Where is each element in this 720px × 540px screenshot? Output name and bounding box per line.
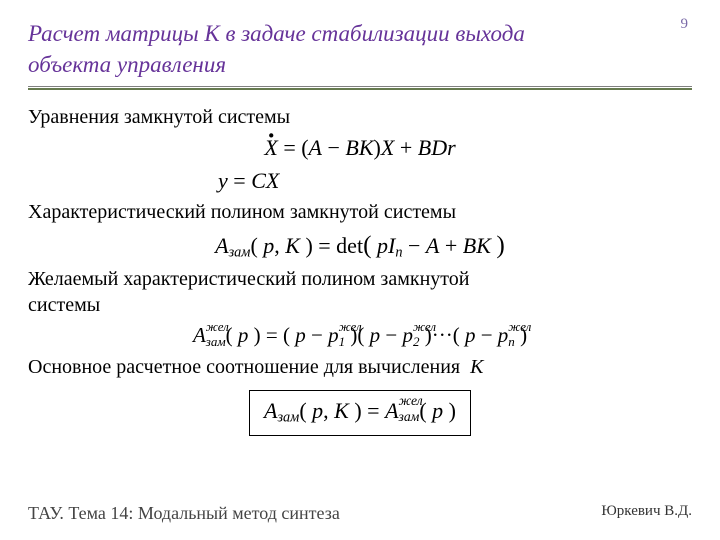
eq4-r2sub: 2: [413, 334, 420, 349]
footer-topic: ТАУ. Тема 14: Модальный метод синтеза: [28, 503, 340, 524]
eq5-A: A: [264, 398, 277, 423]
section-closed-loop-eq: Уравнения замкнутой системы: [28, 104, 692, 130]
section-char-poly: Характеристический полином замкнутой сис…: [28, 199, 692, 225]
title-line-2: объекта управления: [28, 52, 226, 77]
slide-content: Расчет матрицы К в задаче стабилизации в…: [0, 0, 720, 436]
page-number: 9: [681, 16, 689, 33]
section4-text: Основное расчетное соотношение для вычис…: [28, 356, 483, 378]
equation-output: y = CX: [28, 167, 692, 196]
eq4-sub: зам: [206, 334, 226, 349]
footer-author: Юркевич В.Д.: [601, 503, 692, 520]
section-main-relation: Основное расчетное соотношение для вычис…: [28, 354, 692, 380]
eq4-sup: жел: [206, 321, 229, 333]
eq5-rsub: зам: [399, 409, 420, 424]
eq4-rnsub: n: [508, 334, 515, 349]
eq3-A: A: [215, 233, 228, 258]
eq4-r1sub: 1: [339, 334, 346, 349]
eq5-lsub: зам: [277, 409, 299, 425]
eq4-r1sup: жел: [339, 321, 362, 333]
section-desired-poly: Желаемый характеристический полином замк…: [28, 266, 692, 318]
slide-body: Уравнения замкнутой системы X = (A − BK)…: [28, 90, 692, 436]
eq3-sub: зам: [229, 245, 251, 261]
boxed-equation-wrap: Aзам( p, K ) = Aжелзам( p ): [28, 390, 692, 436]
eq4-r2sup: жел: [413, 321, 436, 333]
eq4-A: A: [193, 323, 206, 347]
equation-char-poly: Aзам( p, K ) = det( pIn − A + BK ): [28, 229, 692, 262]
slide-title: Расчет матрицы К в задаче стабилизации в…: [28, 18, 692, 80]
equation-desired-poly: Aжелзам( p ) = ( p − pжел1 )( p − pжел2 …: [28, 322, 692, 349]
section3-line1: Желаемый характеристический полином замк…: [28, 268, 469, 290]
title-line-1: Расчет матрицы К в задаче стабилизации в…: [28, 21, 525, 46]
equation-state: X = (A − BK)X + BDr: [28, 134, 692, 163]
eq4-rnsup: жел: [508, 321, 531, 333]
eq5-rsup: жел: [399, 395, 423, 407]
equation-main-relation: Aзам( p, K ) = Aжелзам( p ): [249, 390, 471, 436]
section3-line2: системы: [28, 294, 100, 316]
